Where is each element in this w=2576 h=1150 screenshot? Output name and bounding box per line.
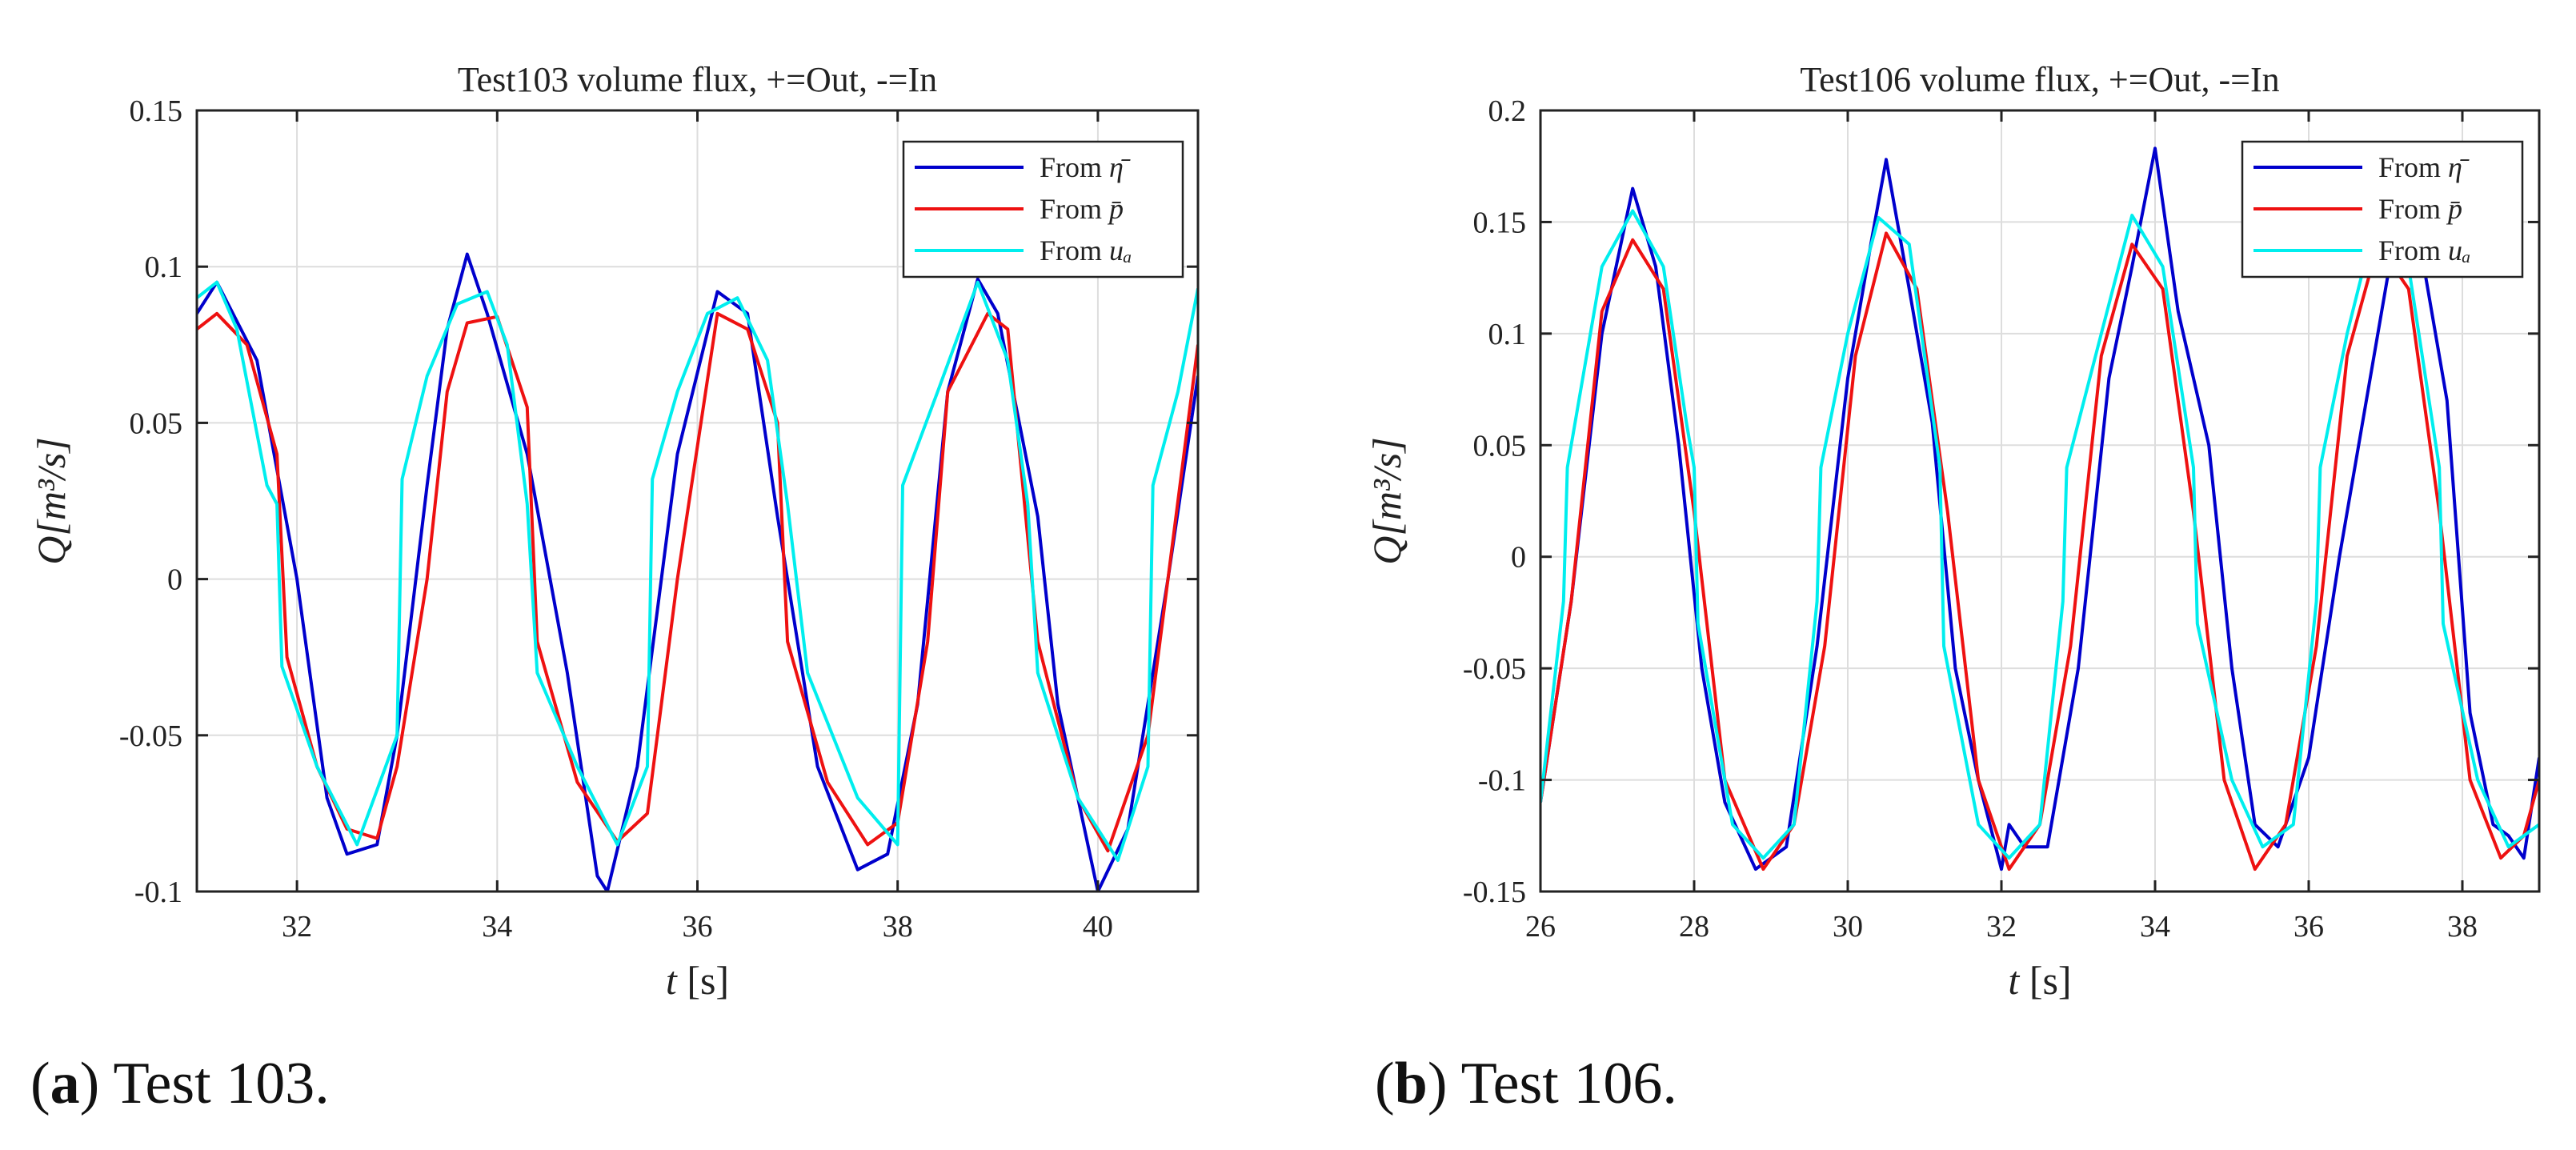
caption-b-label: b	[1394, 1051, 1428, 1116]
chart-b-ytick-label: 0.2	[1488, 94, 1527, 128]
chart-b-xtick-label: 28	[1679, 910, 1709, 944]
caption-a-text: Test 103.	[113, 1051, 330, 1116]
chart-b-legend-label-p: From p̄	[2378, 193, 2462, 225]
chart-b-ytick-label: 0.15	[1473, 206, 1527, 239]
caption-b-text: Test 106.	[1460, 1051, 1677, 1116]
chart-a-xtick-label: 32	[282, 910, 312, 944]
chart-b-xtick-label: 30	[1833, 910, 1863, 944]
chart-a-legend-label-p: From p̄	[1040, 193, 1124, 225]
chart-b-series-ua	[1540, 209, 2539, 860]
chart-a-xtick-label: 40	[1083, 910, 1113, 944]
chart-a-ytick-label: 0.1	[145, 250, 183, 284]
chart-a-series-eta	[197, 252, 1198, 892]
chart-b-ytick-label: -0.15	[1463, 876, 1526, 909]
chart-a-ytick-label: 0.15	[130, 94, 183, 128]
chart-a-xtick-label: 34	[482, 910, 512, 944]
chart-b-legend-label-eta: From η̄	[2378, 151, 2470, 183]
chart-a-legend-label-ua: From uₐ	[1040, 234, 1132, 266]
caption-b: (b) Test 106.	[1375, 1051, 1677, 1116]
chart-a-ytick-label: 0.05	[130, 407, 183, 440]
chart-b-xlabel: t [s]	[2008, 958, 2071, 1003]
chart-b-ytick-label: 0.1	[1488, 318, 1527, 351]
chart-b-ytick-label: 0	[1511, 541, 1526, 575]
chart-a-ylabel: Q[m³/s]	[29, 437, 74, 564]
chart-b-legend-label-ua: From uₐ	[2378, 234, 2471, 266]
chart-a-xlabel: t [s]	[666, 958, 729, 1003]
chart-b-ytick-label: -0.1	[1478, 764, 1526, 798]
chart-b-title: Test106 volume flux, +=Out, -=In	[1800, 60, 2279, 99]
chart-b-legend: From η̄ From p̄ From uₐ	[2241, 140, 2524, 278]
chart-b-ytick-label: 0.05	[1473, 429, 1527, 463]
chart-b: 26 28 30 32 34 36 38 -0.15 -0.1 -0.05 0 0.05 0.1 0.15…	[1364, 60, 2541, 1003]
chart-a-legend: From η̄ From p̄ From uₐ	[902, 140, 1184, 278]
chart-a-ytick-label: -0.05	[119, 719, 182, 753]
chart-b-xtick-label: 34	[2140, 910, 2170, 944]
chart-b-xtick-label: 36	[2294, 910, 2324, 944]
chart-a-xtick-label: 38	[883, 910, 913, 944]
chart-b-axes-box	[1539, 109, 2541, 893]
chart-a-series-ua	[197, 280, 1198, 862]
caption-a: (a) Test 103.	[30, 1051, 330, 1116]
chart-a: 32 34 36 38 40 -0.1 -0.05 0 0.05 0.1 0.15 Test103 v…	[29, 60, 1200, 1003]
chart-a-title: Test103 volume flux, +=Out, -=In	[458, 60, 937, 99]
chart-b-ylabel: Q[m³/s]	[1364, 437, 1409, 564]
chart-a-xtick-label: 36	[683, 910, 713, 944]
chart-a-ytick-label: 0	[167, 563, 182, 597]
chart-b-xtick-label: 32	[1986, 910, 2017, 944]
chart-b-xtick-label: 26	[1525, 910, 1556, 944]
chart-a-legend-label-eta: From η̄	[1040, 151, 1131, 183]
chart-b-ytick-label: -0.05	[1463, 652, 1526, 686]
chart-a-ytick-label: -0.1	[134, 876, 182, 909]
chart-b-xtick-label: 38	[2447, 910, 2478, 944]
caption-a-label: a	[50, 1051, 80, 1116]
